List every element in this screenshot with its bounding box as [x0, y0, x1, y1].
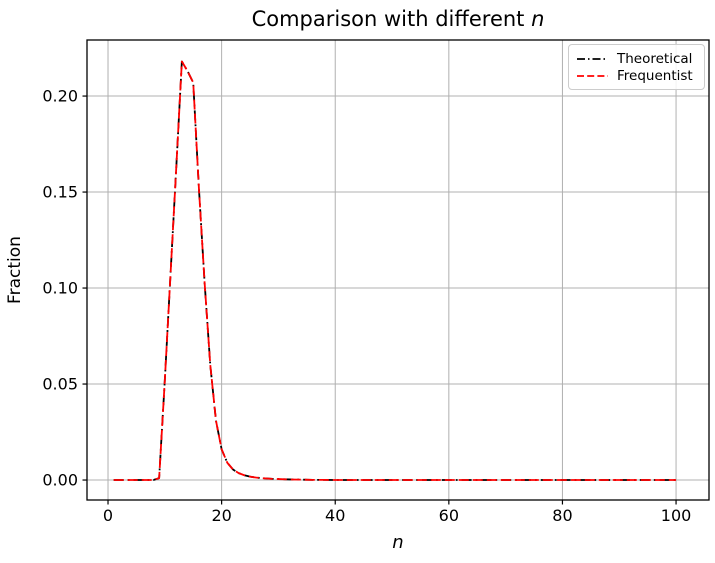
axes-spines — [86, 39, 710, 501]
dashdot-line-icon — [577, 57, 608, 60]
x-tick-label: 20 — [211, 506, 231, 525]
dashed-line-icon — [577, 74, 608, 77]
y-tick-label: 0.15 — [42, 183, 78, 202]
chart-title-text: Comparison with different — [251, 7, 532, 31]
y-tick-label: 0.10 — [42, 279, 78, 298]
legend-label-frequentist: Frequentist — [617, 67, 693, 84]
y-tick-label: 0.00 — [42, 471, 78, 490]
x-tick-label: 0 — [103, 506, 113, 525]
chart-title-variable: n — [531, 7, 545, 31]
x-tick-label: 100 — [661, 506, 692, 525]
x-tick-label: 60 — [439, 506, 459, 525]
x-tick-label: 40 — [325, 506, 345, 525]
chart-title: Comparison with different n — [87, 7, 709, 31]
x-tick-label: 80 — [552, 506, 572, 525]
series-line-theoretical — [113, 60, 677, 481]
series-line-frequentist — [113, 60, 677, 481]
legend-label-theoretical: Theoretical — [617, 50, 693, 67]
legend-entry-theoretical: Theoretical — [576, 50, 697, 67]
legend-box: Theoretical Frequentist — [568, 44, 705, 90]
x-axis-label: n — [392, 532, 404, 553]
y-tick-label: 0.20 — [42, 87, 78, 106]
legend-entry-frequentist: Frequentist — [576, 67, 697, 84]
y-axis-label: Fraction — [5, 236, 25, 304]
y-tick-label: 0.05 — [42, 375, 78, 394]
